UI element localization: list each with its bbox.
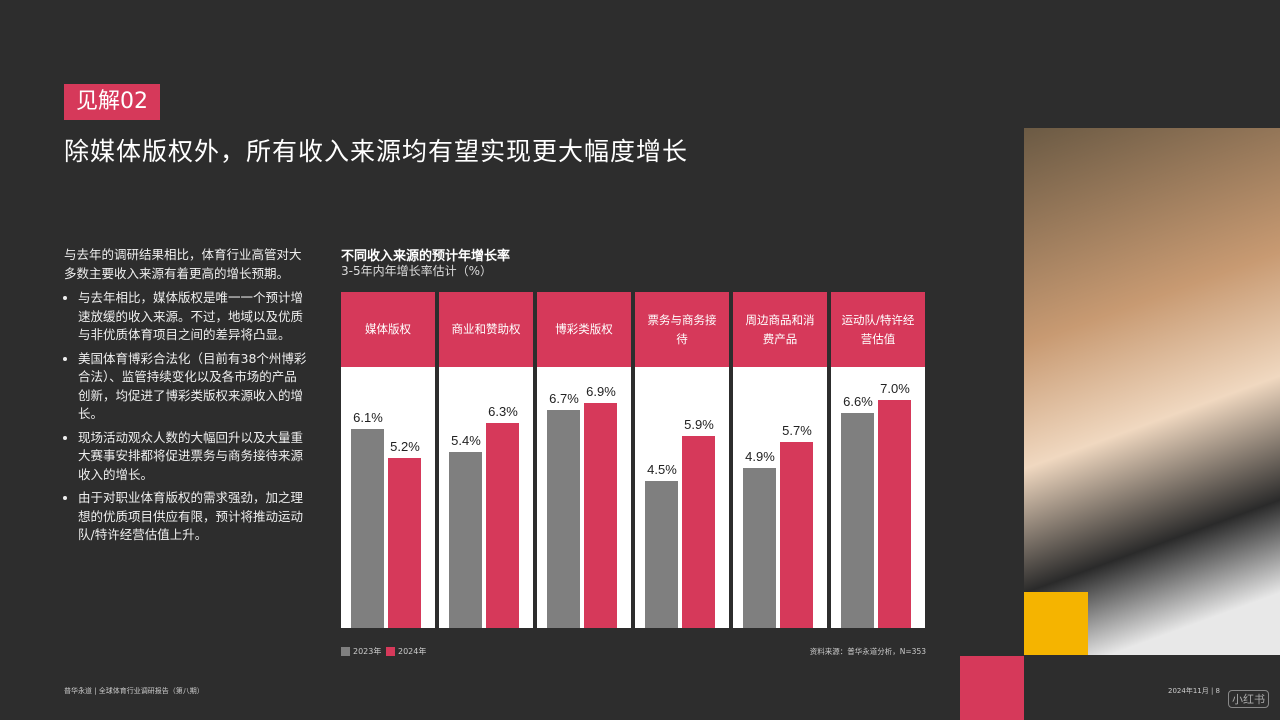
- bullet: 与去年相比，媒体版权是唯一一个预计增速放缓的收入来源。不过，地域以及优质与非优质…: [78, 289, 309, 345]
- panel-body: 6.7% 6.9%: [537, 367, 631, 628]
- bar: [547, 409, 580, 628]
- slide-title: 除媒体版权外，所有收入来源均有望实现更大幅度增长: [64, 137, 689, 166]
- category-label: 博彩类版权: [537, 292, 631, 367]
- intro: 与去年的调研结果相比，体育行业高管对大多数主要收入来源有着更高的增长预期。: [64, 247, 302, 281]
- panel-body: 5.4% 6.3%: [439, 367, 533, 628]
- value-label: 5.9%: [684, 416, 714, 432]
- bar: [449, 451, 482, 628]
- bullet: 由于对职业体育版权的需求强劲，加之理想的优质项目供应有限，预计将推动运动队/特许…: [78, 489, 309, 545]
- bullet-list: 与去年相比，媒体版权是唯一一个预计增速放缓的收入来源。不过，地域以及优质与非优质…: [64, 289, 309, 545]
- value-label: 4.9%: [745, 449, 775, 465]
- category-label: 票务与商务接待: [635, 292, 729, 367]
- chart: 媒体版权 6.1% 5.2% 商业和赞助权 5.4% 6.3% 博彩类版权 6.7% 6.9% 票…: [341, 292, 927, 628]
- chart-subtitle: 3-5年内年增长率估计（%）: [341, 264, 493, 278]
- yellow-block: [1024, 592, 1088, 655]
- category-panel: 博彩类版权 6.7% 6.9%: [537, 292, 631, 628]
- chart-title: 不同收入来源的预计年增长率: [341, 249, 511, 264]
- red-block: [960, 656, 1024, 720]
- value-label: 5.2%: [390, 439, 420, 455]
- value-label: 6.3%: [488, 403, 518, 419]
- photo: [1024, 128, 1280, 655]
- bar: [841, 412, 874, 628]
- value-label: 5.7%: [782, 423, 812, 439]
- legend-item: 2023年: [341, 646, 381, 657]
- category-panel: 媒体版权 6.1% 5.2%: [341, 292, 435, 628]
- legend-item: 2024年: [386, 646, 426, 657]
- bar: [780, 442, 813, 628]
- bar: [486, 422, 519, 628]
- legend-label: 2024年: [398, 647, 427, 656]
- panel-body: 4.9% 5.7%: [733, 367, 827, 628]
- bar: [388, 458, 421, 628]
- bar: [682, 435, 715, 628]
- category-label: 媒体版权: [341, 292, 435, 367]
- watermark: 小红书: [1228, 690, 1269, 708]
- value-label: 6.7%: [549, 390, 579, 406]
- legend-label: 2023年: [353, 647, 382, 656]
- legend-swatch: [386, 647, 395, 656]
- category-panel: 运动队/特许经营估值 6.6% 7.0%: [831, 292, 925, 628]
- value-label: 7.0%: [880, 380, 910, 396]
- panel-body: 6.1% 5.2%: [341, 367, 435, 628]
- bullet: 现场活动观众人数的大幅回升以及大量重大赛事安排都将促进票务与商务接待来源收入的增…: [78, 429, 309, 485]
- bar: [645, 481, 678, 628]
- panel-body: 4.5% 5.9%: [635, 367, 729, 628]
- value-label: 5.4%: [451, 432, 481, 448]
- category-label: 运动队/特许经营估值: [831, 292, 925, 367]
- category-panel: 票务与商务接待 4.5% 5.9%: [635, 292, 729, 628]
- category-label: 商业和赞助权: [439, 292, 533, 367]
- value-label: 6.6%: [843, 393, 873, 409]
- value-label: 6.9%: [586, 384, 616, 400]
- legend-swatch: [341, 647, 350, 656]
- category-panel: 周边商品和消费产品 4.9% 5.7%: [733, 292, 827, 628]
- value-label: 6.1%: [353, 410, 383, 426]
- source: 资料来源：普华永道分析，N=353: [809, 647, 926, 656]
- bar: [743, 468, 776, 628]
- footer-right: 2024年11月 | 8: [1168, 687, 1220, 695]
- bar: [351, 429, 384, 628]
- body-text: 与去年的调研结果相比，体育行业高管对大多数主要收入来源有着更高的增长预期。 与去…: [64, 246, 309, 550]
- bar: [878, 399, 911, 628]
- value-label: 4.5%: [647, 462, 677, 478]
- section-tag: 见解02: [64, 84, 160, 120]
- category-panel: 商业和赞助权 5.4% 6.3%: [439, 292, 533, 628]
- category-label: 周边商品和消费产品: [733, 292, 827, 367]
- bar: [584, 403, 617, 628]
- bullet: 美国体育博彩合法化（目前有38个州博彩合法）、监管持续变化以及各市场的产品创新，…: [78, 350, 309, 424]
- panel-body: 6.6% 7.0%: [831, 367, 925, 628]
- footer-left: 普华永道 | 全球体育行业调研报告（第八期）: [64, 687, 204, 695]
